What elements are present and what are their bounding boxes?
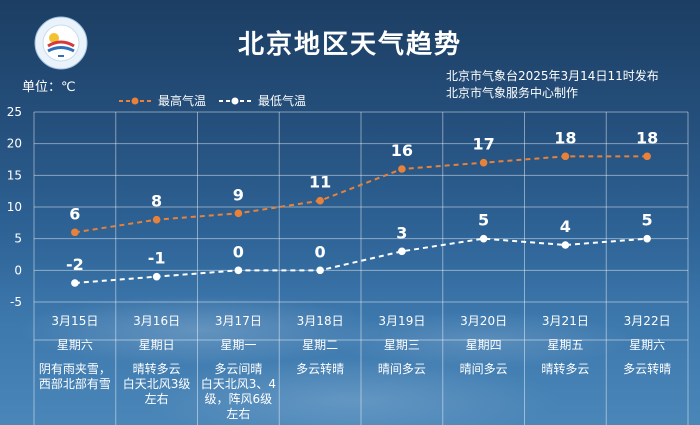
x-tick-date: 3月19日	[378, 314, 426, 328]
weekday-label: 星期二	[302, 338, 339, 352]
y-tick-label: 20	[7, 137, 22, 151]
data-point-high	[643, 152, 651, 161]
y-tick-label: 25	[7, 105, 22, 119]
y-tick-label: 15	[7, 168, 22, 182]
data-point-high	[234, 209, 243, 218]
data-point-high	[316, 196, 324, 205]
issuer-line-1: 北京市气象台2025年3月14日11时发布	[446, 69, 659, 83]
y-tick-label: -5	[10, 295, 22, 309]
legend-low: 最低气温	[218, 92, 306, 109]
data-label-low: 4	[560, 217, 571, 236]
data-label-low: -1	[148, 249, 166, 268]
data-point-low	[316, 266, 324, 275]
data-point-low	[643, 234, 651, 243]
y-tick-label: 0	[14, 263, 22, 277]
data-label-low: 0	[233, 242, 244, 261]
weather-condition: 晴间多云	[377, 362, 426, 376]
series-line-low	[74, 237, 648, 284]
legend-low-label: 最低气温	[258, 94, 307, 108]
weather-condition: 晴转多云 白天北风3级 左右	[122, 362, 191, 406]
weather-condition: 多云间晴 白天北风3、4 级，阵风6级 左右	[200, 362, 277, 421]
data-label-high: 8	[151, 192, 162, 211]
x-tick-date: 3月21日	[541, 314, 589, 328]
data-label-high: 18	[636, 128, 658, 147]
data-point-high	[398, 165, 406, 173]
issuer-info: 北京市气象台2025年3月14日11时发布 北京市气象服务中心制作	[446, 68, 659, 102]
data-label-low: 3	[396, 223, 407, 242]
x-tick-date: 3月20日	[460, 314, 508, 328]
weekday-label: 星期五	[547, 338, 584, 352]
data-point-low	[561, 241, 570, 249]
x-tick-date: 3月22日	[623, 314, 671, 328]
legend-low-swatch	[219, 97, 251, 104]
data-label-high: 11	[309, 173, 331, 192]
data-point-high	[479, 158, 488, 167]
weekday-label: 星期四	[465, 338, 502, 352]
data-label-low: 5	[642, 211, 653, 230]
weather-condition: 多云转晴	[296, 362, 345, 376]
x-tick-date: 3月17日	[214, 314, 262, 328]
data-point-high	[71, 228, 79, 237]
x-tick-date: 3月16日	[133, 314, 181, 328]
y-tick-label: 10	[7, 200, 22, 214]
data-point-high	[152, 215, 161, 224]
data-label-high: 17	[472, 135, 494, 154]
legend-high: 最高气温	[118, 92, 206, 109]
weekday-label: 星期六	[56, 338, 93, 352]
data-label-low: 0	[315, 242, 326, 261]
data-label-low: -2	[66, 255, 84, 274]
legend-high-label: 最高气温	[158, 94, 207, 108]
data-label-high: 16	[391, 141, 413, 160]
page-title: 北京地区天气趋势	[237, 30, 462, 60]
data-point-low	[398, 247, 406, 256]
series-line-high	[74, 155, 648, 234]
data-label-high: 9	[233, 185, 244, 204]
data-label-high: 18	[554, 128, 576, 147]
x-tick-date: 3月15日	[51, 314, 99, 328]
unit-label: 单位：℃	[22, 80, 76, 95]
data-point-low	[152, 272, 161, 281]
weekday-label: 星期日	[138, 338, 175, 352]
weather-condition: 晴转多云	[541, 362, 590, 376]
data-point-high	[561, 152, 570, 161]
weekday-label: 星期三	[383, 338, 420, 352]
data-point-low	[71, 279, 79, 287]
weekday-label: 星期六	[629, 338, 666, 352]
data-label-low: 5	[478, 211, 489, 230]
x-tick-date: 3月18日	[296, 314, 344, 328]
data-point-low	[479, 234, 488, 243]
issuer-line-2: 北京市气象服务中心制作	[446, 86, 579, 100]
weather-condition: 阴有雨夹雪， 西部北部有雪	[38, 362, 111, 391]
data-point-low	[234, 266, 243, 275]
legend-high-swatch	[119, 97, 151, 104]
weather-condition: 多云转晴	[623, 362, 672, 376]
data-label-high: 6	[69, 204, 80, 223]
weekday-label: 星期一	[220, 338, 257, 352]
y-tick-label: 5	[14, 232, 22, 246]
weather-condition: 晴间多云	[459, 362, 508, 376]
meteorological-logo	[34, 16, 88, 70]
